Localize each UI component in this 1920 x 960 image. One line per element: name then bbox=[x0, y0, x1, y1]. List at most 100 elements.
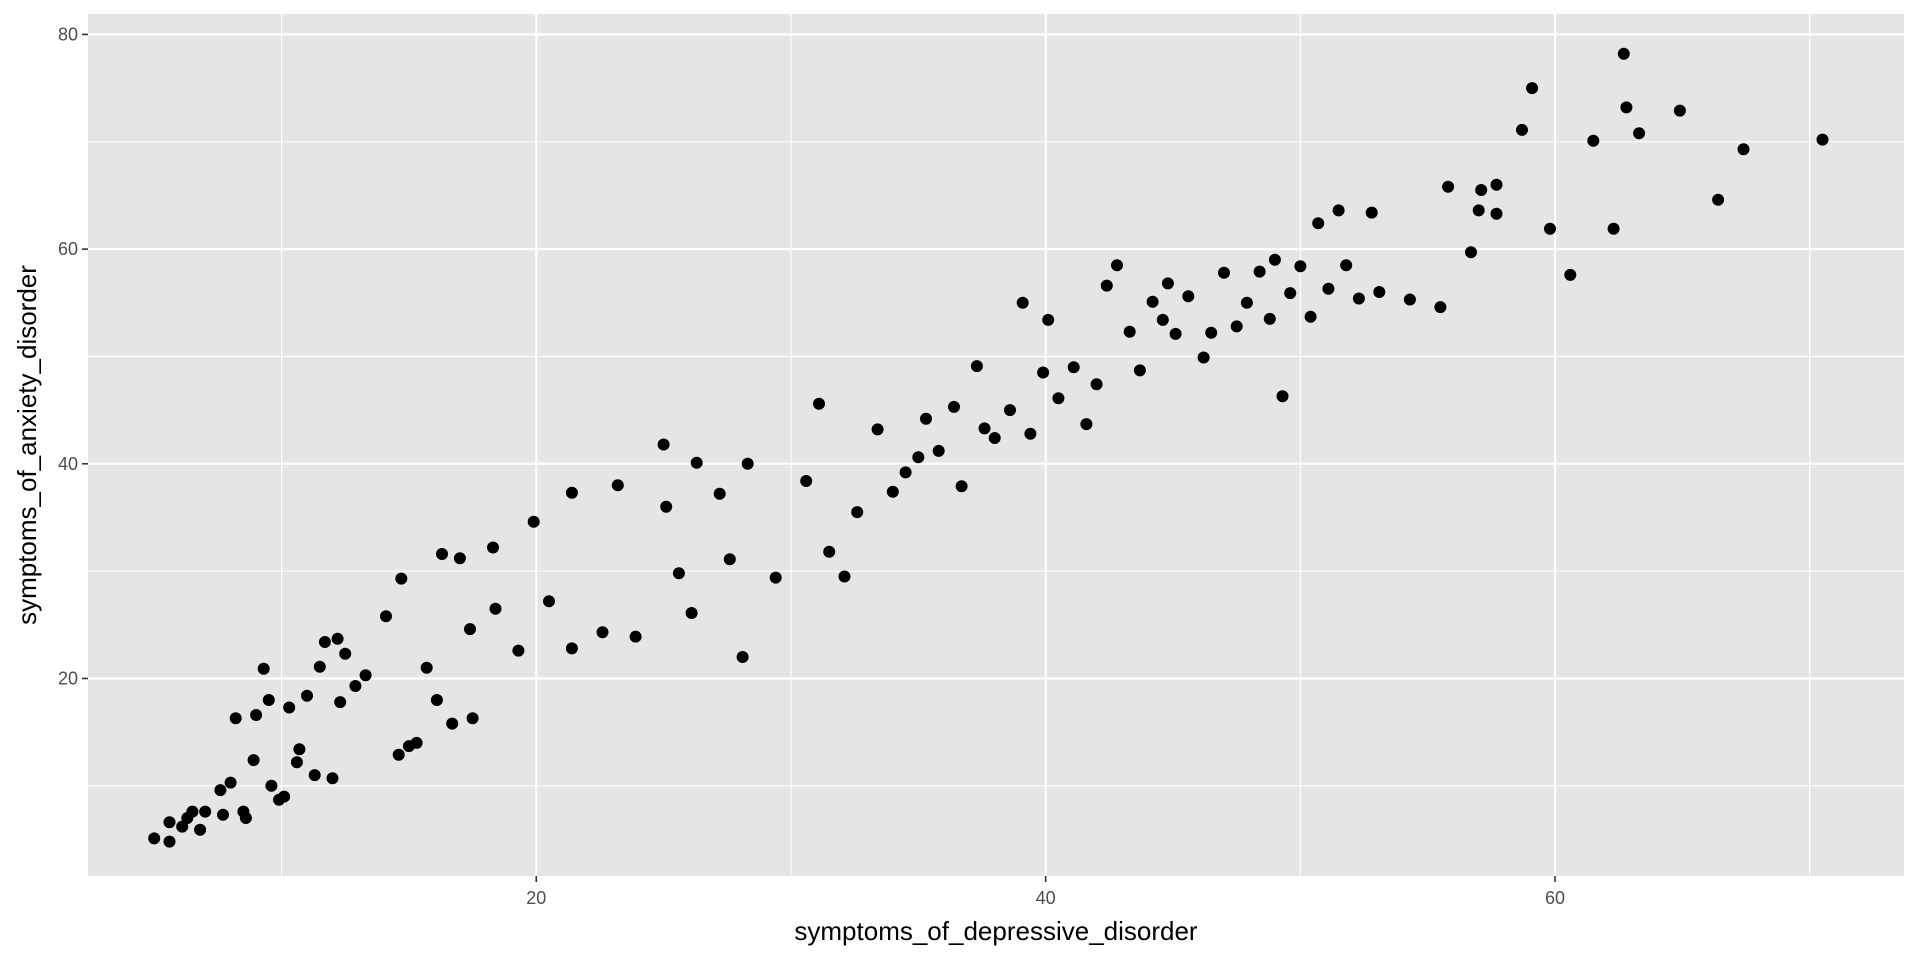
data-point bbox=[420, 661, 433, 674]
plot-panel bbox=[88, 14, 1904, 876]
data-point bbox=[466, 712, 479, 725]
data-point bbox=[217, 808, 229, 821]
y-axis-title: symptoms_of_anxiety_disorder bbox=[12, 265, 42, 625]
data-point bbox=[1352, 292, 1365, 305]
x-axis-title: symptoms_of_depressive_disorder bbox=[794, 916, 1198, 946]
data-point bbox=[838, 570, 851, 583]
data-point bbox=[487, 541, 499, 554]
data-point bbox=[1340, 259, 1353, 272]
data-point bbox=[301, 689, 313, 702]
data-point bbox=[278, 790, 291, 803]
data-point bbox=[1090, 378, 1103, 391]
data-point bbox=[410, 736, 423, 749]
data-point bbox=[978, 422, 991, 435]
data-point bbox=[464, 623, 476, 636]
data-point bbox=[1816, 133, 1829, 146]
data-point bbox=[1263, 312, 1276, 325]
data-point bbox=[331, 632, 344, 645]
data-point bbox=[308, 769, 321, 782]
data-point bbox=[194, 823, 207, 836]
data-point bbox=[948, 400, 960, 413]
data-point bbox=[247, 754, 260, 767]
data-point bbox=[290, 756, 303, 769]
data-point bbox=[1564, 268, 1577, 281]
data-point bbox=[392, 748, 405, 761]
data-point bbox=[1205, 326, 1218, 339]
data-point bbox=[326, 772, 339, 785]
data-point bbox=[741, 457, 754, 470]
data-point bbox=[713, 487, 726, 500]
data-point bbox=[283, 701, 296, 714]
data-point bbox=[163, 835, 176, 848]
data-point bbox=[436, 548, 448, 560]
data-point bbox=[1673, 104, 1686, 117]
data-point bbox=[265, 779, 278, 792]
data-point bbox=[1016, 296, 1029, 309]
data-point bbox=[1182, 290, 1195, 303]
data-point bbox=[685, 607, 698, 619]
data-point bbox=[1472, 204, 1485, 217]
data-point bbox=[912, 451, 925, 464]
data-point bbox=[186, 805, 199, 818]
data-point bbox=[1169, 327, 1182, 340]
data-point bbox=[672, 567, 685, 580]
data-point bbox=[629, 630, 642, 643]
data-point bbox=[1268, 253, 1281, 266]
data-point bbox=[313, 660, 326, 673]
data-point bbox=[262, 694, 275, 706]
data-point bbox=[1322, 282, 1335, 295]
data-point bbox=[339, 647, 352, 660]
data-point bbox=[690, 456, 703, 469]
data-point bbox=[446, 717, 459, 730]
data-point bbox=[813, 397, 825, 410]
data-point bbox=[1052, 392, 1065, 405]
data-point bbox=[239, 812, 252, 824]
data-point bbox=[1617, 47, 1630, 60]
data-point bbox=[596, 626, 609, 639]
y-tick-label: 60 bbox=[58, 239, 78, 259]
data-point bbox=[1403, 293, 1416, 306]
data-point bbox=[920, 412, 932, 425]
data-point bbox=[430, 694, 443, 706]
data-point bbox=[1607, 222, 1620, 235]
data-point bbox=[988, 432, 1001, 444]
data-point bbox=[293, 743, 306, 756]
y-tick-label: 80 bbox=[58, 24, 78, 44]
data-point bbox=[736, 651, 749, 663]
data-point bbox=[1042, 313, 1055, 326]
data-point bbox=[970, 360, 983, 373]
data-point bbox=[1004, 404, 1016, 417]
data-point bbox=[565, 642, 578, 655]
data-point bbox=[257, 662, 270, 675]
data-point bbox=[199, 805, 212, 818]
data-point bbox=[163, 816, 176, 829]
data-point bbox=[489, 602, 502, 615]
data-point bbox=[380, 610, 392, 623]
data-point bbox=[1442, 180, 1455, 193]
data-point bbox=[1365, 206, 1378, 219]
data-point bbox=[1146, 295, 1159, 308]
data-point bbox=[1490, 178, 1503, 191]
data-point bbox=[1037, 366, 1050, 379]
major-gridlines bbox=[88, 14, 1904, 876]
data-point bbox=[657, 438, 670, 451]
data-point bbox=[527, 515, 540, 528]
x-tick-label: 60 bbox=[1545, 888, 1565, 908]
data-point bbox=[1304, 310, 1317, 323]
data-point bbox=[723, 553, 736, 566]
data-point bbox=[1133, 364, 1146, 377]
data-point bbox=[1080, 418, 1093, 431]
data-point bbox=[871, 423, 884, 436]
data-point bbox=[334, 696, 347, 709]
data-point bbox=[250, 709, 263, 721]
data-point bbox=[214, 784, 227, 797]
tick-labels: 20 40 60 20 40 60 80 bbox=[58, 24, 1565, 908]
x-tick-label: 40 bbox=[1036, 888, 1056, 908]
data-point bbox=[1332, 204, 1345, 217]
data-point bbox=[1253, 265, 1266, 278]
data-point bbox=[800, 475, 813, 487]
data-point bbox=[1475, 184, 1488, 196]
data-point bbox=[899, 466, 912, 479]
data-point bbox=[660, 500, 673, 513]
